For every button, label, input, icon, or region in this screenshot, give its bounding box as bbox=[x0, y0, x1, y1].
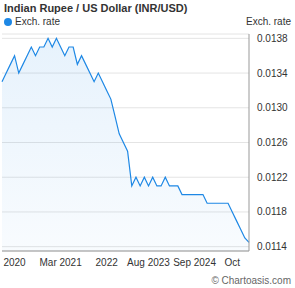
svg-text:Aug 2023: Aug 2023 bbox=[127, 257, 170, 268]
svg-text:0.0126: 0.0126 bbox=[257, 137, 287, 148]
svg-text:2022: 2022 bbox=[96, 257, 119, 268]
svg-text:0.0114: 0.0114 bbox=[257, 241, 287, 252]
html-text:© Chartoasis.com: © Chartoasis.com bbox=[211, 275, 291, 286]
svg-text:0.0130: 0.0130 bbox=[257, 102, 287, 113]
svg-text:Oct: Oct bbox=[224, 257, 240, 268]
svg-text:0.0122: 0.0122 bbox=[257, 172, 287, 183]
html-text:Exch. rate: Exch. rate bbox=[246, 16, 291, 27]
svg-text:0.0134: 0.0134 bbox=[257, 68, 287, 79]
svg-text:Mar 2021: Mar 2021 bbox=[39, 257, 82, 268]
svg-text:0.0138: 0.0138 bbox=[257, 33, 287, 44]
html-text:Exch. rate: Exch. rate bbox=[15, 16, 60, 27]
svg-text:Sep 2024: Sep 2024 bbox=[173, 257, 216, 268]
svg-text:0.0118: 0.0118 bbox=[257, 206, 287, 217]
svg-text:2020: 2020 bbox=[8, 257, 26, 268]
html-text:Indian Rupee / US Dollar (INR/: Indian Rupee / US Dollar (INR/USD) bbox=[4, 2, 188, 14]
